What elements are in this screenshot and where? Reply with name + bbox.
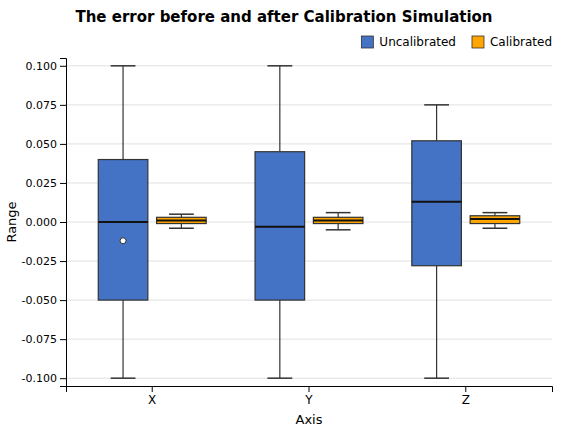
y-axis-title: Range bbox=[4, 201, 19, 242]
tick: Z bbox=[462, 386, 470, 407]
legend-item: Uncalibrated bbox=[361, 35, 456, 49]
box-body bbox=[313, 217, 363, 223]
whisker-cap bbox=[267, 65, 292, 67]
legend-label: Uncalibrated bbox=[379, 35, 456, 49]
tick-mark bbox=[60, 222, 66, 223]
tick-label: -0.075 bbox=[22, 333, 57, 346]
whisker-cap bbox=[424, 104, 449, 106]
median bbox=[313, 219, 363, 221]
tick-label: Y bbox=[304, 393, 313, 407]
legend-swatch bbox=[361, 36, 373, 48]
tick-mark bbox=[60, 105, 66, 106]
whisker-cap bbox=[169, 213, 194, 215]
tick-label: 0.100 bbox=[26, 60, 58, 73]
legend-item: Calibrated bbox=[472, 35, 552, 49]
tick-label: X bbox=[148, 393, 156, 407]
grid-line bbox=[66, 378, 552, 379]
whisker-cap bbox=[169, 227, 194, 229]
tick: 0.075 bbox=[26, 99, 67, 112]
outlier bbox=[120, 238, 126, 244]
tick-label: 0.000 bbox=[26, 216, 58, 229]
grid-line bbox=[66, 65, 552, 66]
tick: 0.000 bbox=[26, 216, 67, 229]
whisker-cap bbox=[111, 377, 136, 379]
tick-label: 0.075 bbox=[26, 99, 58, 112]
whisker-cap bbox=[326, 229, 351, 231]
tick-label: 0.025 bbox=[26, 177, 58, 190]
tick-mark bbox=[60, 144, 66, 145]
tick-label: Z bbox=[462, 393, 470, 407]
median bbox=[98, 221, 148, 223]
whisker bbox=[436, 266, 437, 378]
grid-line bbox=[66, 143, 552, 144]
tick: 0.100 bbox=[26, 60, 67, 73]
box-body bbox=[157, 217, 207, 223]
box-series bbox=[98, 66, 461, 378]
median bbox=[255, 226, 305, 228]
tick: 0.025 bbox=[26, 177, 67, 190]
box-body bbox=[255, 152, 305, 300]
box-body bbox=[470, 216, 520, 224]
x-axis-title: Axis bbox=[296, 412, 323, 427]
grid-line bbox=[66, 339, 552, 340]
whisker-cap bbox=[111, 65, 136, 67]
box bbox=[412, 105, 462, 378]
axis-line bbox=[67, 387, 553, 393]
tick-label: 0.050 bbox=[26, 138, 58, 151]
tick-mark bbox=[152, 386, 153, 392]
y-axis: -0.100 -0.075 -0.050 -0.025 0.000 0.025 0.050 0… bbox=[22, 59, 67, 387]
grid-line bbox=[66, 104, 552, 105]
tick: -0.075 bbox=[22, 333, 66, 346]
whisker-cap bbox=[326, 212, 351, 214]
box-body bbox=[412, 141, 462, 266]
tick-mark bbox=[60, 300, 66, 301]
x-axis: X Y Z bbox=[67, 386, 553, 407]
tick-label: -0.100 bbox=[22, 372, 57, 385]
whisker bbox=[436, 105, 437, 141]
tick-label: -0.050 bbox=[22, 294, 57, 307]
legend-swatch bbox=[472, 36, 484, 48]
tick: -0.050 bbox=[22, 294, 66, 307]
tick-mark bbox=[60, 66, 66, 67]
marks bbox=[98, 66, 519, 378]
whisker-cap bbox=[267, 377, 292, 379]
legend-label: Calibrated bbox=[490, 35, 552, 49]
tick: -0.025 bbox=[22, 255, 66, 268]
title: The error before and after Calibration S… bbox=[75, 8, 492, 26]
tick-label: -0.025 bbox=[22, 255, 57, 268]
grid bbox=[66, 66, 552, 378]
box bbox=[255, 66, 305, 378]
median bbox=[157, 219, 207, 221]
box-series bbox=[157, 213, 520, 230]
whisker-cap bbox=[424, 377, 449, 379]
whisker-cap bbox=[483, 212, 508, 214]
median bbox=[412, 201, 462, 203]
whisker bbox=[279, 300, 280, 378]
tick: -0.100 bbox=[22, 372, 66, 385]
whisker bbox=[122, 66, 123, 160]
tick-mark bbox=[465, 386, 466, 392]
tick-mark bbox=[60, 339, 66, 340]
box-body bbox=[98, 160, 148, 301]
whisker bbox=[122, 300, 123, 378]
box bbox=[98, 66, 148, 378]
tick: X bbox=[148, 386, 156, 407]
box bbox=[470, 213, 520, 229]
chart: The error before and after Calibration S… bbox=[0, 0, 568, 434]
tick: 0.050 bbox=[26, 138, 67, 151]
axis-line bbox=[60, 59, 67, 387]
tick-mark bbox=[60, 378, 66, 379]
tick-mark bbox=[309, 386, 310, 392]
whisker bbox=[338, 224, 339, 230]
tick: Y bbox=[304, 386, 313, 407]
tick-mark bbox=[60, 183, 66, 184]
box bbox=[157, 214, 207, 228]
tick-mark bbox=[60, 261, 66, 262]
whisker-cap bbox=[483, 227, 508, 229]
median bbox=[470, 218, 520, 220]
whisker bbox=[279, 66, 280, 152]
legend: Uncalibrated Calibrated bbox=[361, 35, 552, 49]
box bbox=[313, 213, 363, 230]
